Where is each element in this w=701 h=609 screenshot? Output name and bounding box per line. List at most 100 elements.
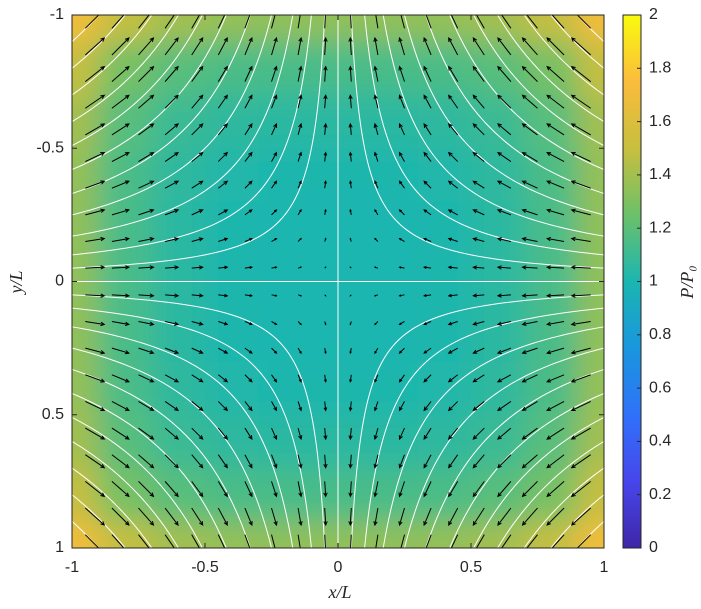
heatmap-cell <box>72 414 100 469</box>
streamline <box>404 15 604 216</box>
arrow <box>496 320 512 326</box>
arrow <box>217 15 226 29</box>
heatmap-cell <box>98 308 153 362</box>
arrow <box>448 481 459 498</box>
arrow <box>324 321 327 326</box>
heatmap-cell <box>258 468 312 522</box>
arrow <box>373 294 379 297</box>
arrow <box>324 348 327 355</box>
arrow <box>271 347 278 354</box>
streamline <box>473 15 604 147</box>
arrow <box>84 15 100 29</box>
arrow <box>570 265 591 270</box>
arrow <box>570 400 591 411</box>
arrow <box>423 347 432 354</box>
arrow <box>218 347 229 354</box>
arrow <box>218 209 229 216</box>
arrow <box>297 347 302 355</box>
arrow <box>138 65 155 82</box>
arrow <box>191 427 204 440</box>
arrow <box>373 65 379 82</box>
arrow <box>164 151 180 162</box>
arrow <box>447 374 459 383</box>
arrow <box>373 122 379 136</box>
colorbar-label: P/P₀ <box>677 265 697 299</box>
arrow <box>138 320 155 326</box>
arrow <box>521 481 538 498</box>
arrow <box>349 294 352 297</box>
arrow <box>323 94 328 109</box>
arrow <box>324 266 327 269</box>
colorbar-tick-label: 1 <box>649 273 658 290</box>
arrow <box>191 454 204 469</box>
arrow <box>297 294 303 297</box>
streamline <box>72 347 272 548</box>
arrow <box>217 36 228 56</box>
arrow <box>374 208 379 216</box>
streamline <box>473 416 604 548</box>
arrow <box>450 534 459 548</box>
arrow <box>217 180 229 189</box>
arrow <box>472 320 485 326</box>
heatmap-cell <box>205 15 259 43</box>
arrow <box>521 208 538 216</box>
heatmap-cell <box>151 414 206 469</box>
arrow <box>448 454 459 469</box>
arrow <box>348 65 353 82</box>
arrow <box>349 208 352 215</box>
arrow <box>138 507 155 526</box>
arrow <box>218 237 229 243</box>
x-tick-label: 0.5 <box>460 559 482 576</box>
arrow <box>545 347 565 355</box>
arrow <box>570 320 591 327</box>
heatmap-cell <box>258 308 312 362</box>
arrow <box>164 454 179 469</box>
streamline <box>497 440 604 548</box>
heatmap-cell <box>205 308 259 362</box>
arrow <box>398 454 405 469</box>
x-tick-label: 1 <box>600 559 609 576</box>
arrow <box>138 401 155 412</box>
heatmap-cell <box>151 308 206 362</box>
heatmap-cell <box>471 41 525 96</box>
arrow <box>191 347 204 354</box>
heatmap-cell <box>364 94 419 149</box>
arrow <box>398 209 405 216</box>
arrow <box>348 151 353 162</box>
arrow <box>323 151 328 162</box>
arrow <box>244 94 253 109</box>
heatmap-cell <box>364 361 419 416</box>
arrow <box>111 152 130 163</box>
arrow <box>521 427 538 440</box>
heatmap-cell <box>524 521 578 548</box>
heatmap-cell <box>205 94 259 149</box>
arrow <box>244 374 253 383</box>
arrow <box>271 321 278 326</box>
streamline <box>425 15 604 195</box>
arrow <box>496 237 512 243</box>
streamline <box>72 15 272 216</box>
heatmap-cell <box>98 148 153 203</box>
arrow <box>398 94 405 109</box>
arrow <box>85 265 106 270</box>
arrow <box>496 293 511 298</box>
streamline <box>449 15 604 171</box>
arrow <box>423 401 432 412</box>
arrow <box>164 237 180 243</box>
streamline <box>72 368 251 548</box>
heatmap-cell <box>577 414 604 469</box>
y-tick-label: -1 <box>50 6 64 23</box>
arrow <box>423 454 432 469</box>
arrow <box>84 37 106 56</box>
arrow <box>165 265 180 270</box>
arrow <box>191 209 204 216</box>
arrow <box>85 94 106 109</box>
streamline <box>72 307 312 548</box>
arrow <box>447 151 459 162</box>
arrow <box>217 454 228 469</box>
arrow <box>501 534 512 548</box>
arrow <box>570 208 591 216</box>
heatmap-cell <box>364 41 419 96</box>
arrow <box>373 454 379 469</box>
